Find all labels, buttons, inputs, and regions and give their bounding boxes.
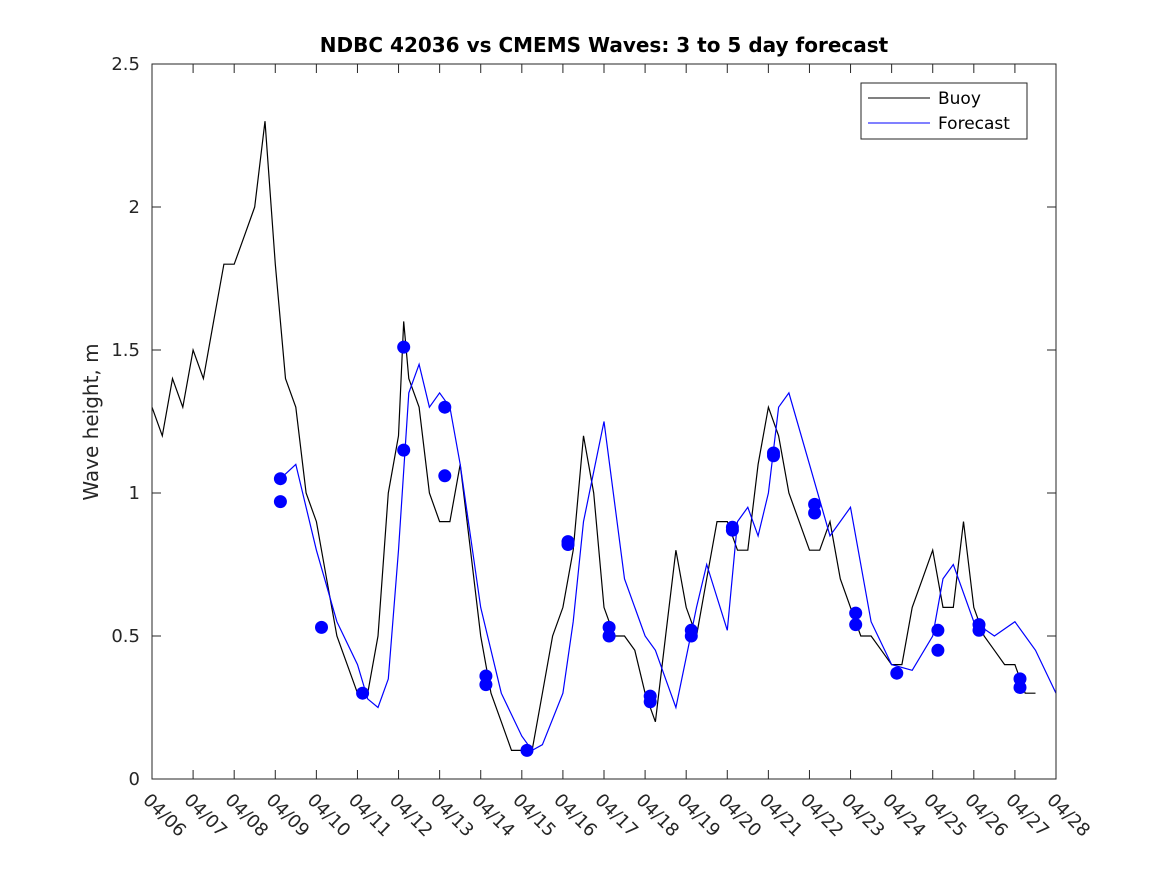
legend-buoy-label: Buoy	[938, 89, 981, 109]
forecast-marker	[520, 743, 534, 757]
forecast-marker	[890, 666, 904, 680]
legend: Buoy Forecast	[860, 82, 1028, 140]
forecast-marker	[808, 506, 822, 520]
forecast-marker	[356, 686, 370, 700]
forecast-marker	[397, 340, 411, 354]
y-tick-label: 1.5	[111, 340, 140, 361]
forecast-marker	[684, 629, 698, 643]
forecast-marker	[602, 629, 616, 643]
forecast-marker	[725, 523, 739, 537]
forecast-marker	[479, 678, 493, 692]
forecast-marker	[1013, 681, 1027, 694]
forecast-marker	[643, 695, 657, 709]
forecast-marker	[397, 443, 411, 457]
forecast-marker	[849, 606, 863, 620]
series-line-forecast	[279, 362, 1057, 752]
y-tick-label: 2.5	[111, 54, 140, 75]
y-tick-label: 0.5	[111, 626, 140, 647]
series-line-buoy	[151, 121, 1036, 752]
forecast-marker	[438, 400, 452, 414]
forecast-marker	[767, 449, 780, 463]
y-tick-label: 2	[129, 197, 140, 218]
forecast-marker	[849, 618, 863, 632]
y-tick-label: 1	[129, 483, 140, 504]
legend-forecast-label: Forecast	[938, 114, 1010, 134]
forecast-marker	[561, 538, 575, 551]
forecast-marker	[931, 643, 945, 657]
forecast-marker	[972, 623, 986, 637]
forecast-marker	[438, 469, 452, 483]
forecast-marker	[273, 495, 287, 509]
forecast-points	[273, 340, 1027, 757]
forecast-marker	[273, 472, 287, 486]
forecast-marker	[315, 620, 328, 634]
y-tick-label: 0	[129, 769, 140, 790]
series-layer	[151, 121, 1057, 752]
chart-title: NDBC 42036 vs CMEMS Waves: 3 to 5 day fo…	[320, 33, 889, 57]
forecast-marker	[931, 623, 945, 637]
y-axis-label: Wave height, m	[79, 343, 103, 500]
legend-box	[860, 82, 1028, 140]
